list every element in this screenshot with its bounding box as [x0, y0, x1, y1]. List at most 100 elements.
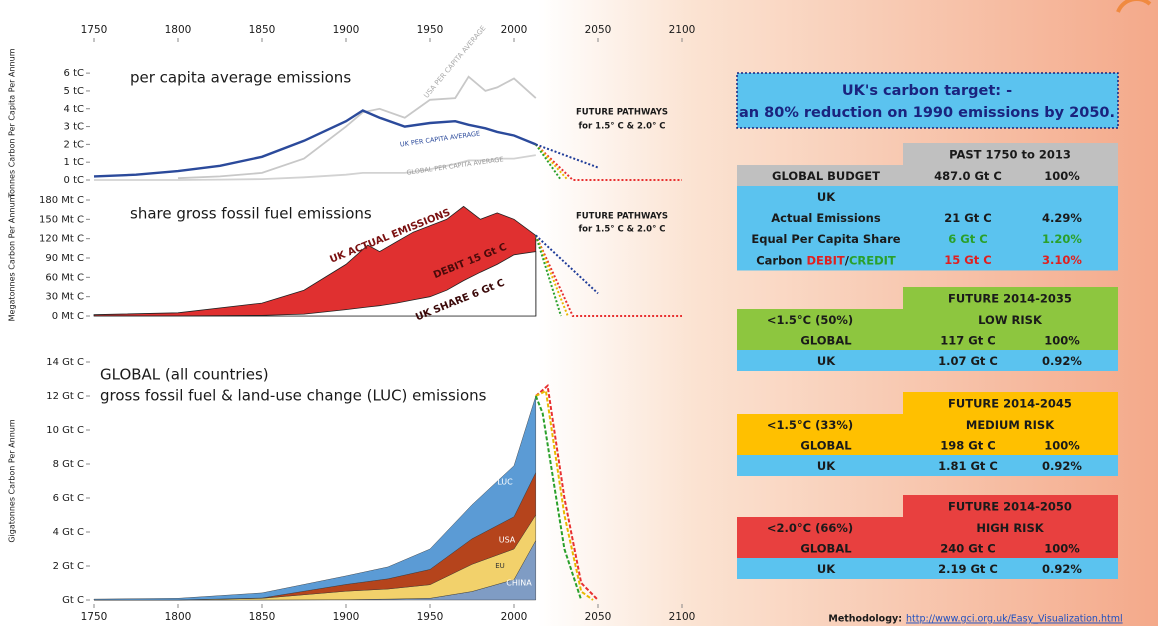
table-cell: 4.29%	[1042, 211, 1082, 225]
table-row-bg	[737, 329, 1118, 351]
table-cell: 1.20%	[1042, 232, 1082, 246]
y-tick-label: 1 tC	[64, 157, 84, 168]
x-tick-label: 1950	[417, 24, 444, 36]
annotation: for 1.5° C & 2.0° C	[578, 225, 665, 235]
pathway	[534, 395, 583, 601]
y-tick-label: 2 Gt C	[53, 561, 84, 572]
x-tick-label: 1900	[333, 611, 360, 623]
table-row-bg	[737, 350, 1118, 371]
table-row-bg	[737, 207, 1118, 229]
table-cell-part: Carbon	[756, 253, 802, 267]
series-label: LUC	[497, 478, 513, 487]
pathway	[534, 143, 562, 181]
table-row-bg	[737, 517, 1118, 538]
x-tick-label: 1850	[249, 611, 276, 623]
line	[93, 109, 537, 178]
x-tick-label: 2100	[669, 611, 696, 623]
table-cell: 2.19 Gt C	[938, 562, 998, 576]
series-label: EU	[495, 562, 505, 570]
footer-label: Methodology:	[828, 614, 902, 625]
table-cell: UK	[817, 562, 836, 576]
x-tick-label: 1950	[417, 611, 444, 623]
table-cell: 100%	[1044, 438, 1080, 452]
annotation: FUTURE PATHWAYS	[576, 108, 668, 118]
logo	[1116, 0, 1152, 13]
table-header-bg	[903, 143, 1118, 165]
table-header: FUTURE 2014-2050	[948, 500, 1072, 514]
y-tick-label: 12 Gt C	[46, 391, 84, 402]
table-row-bg	[737, 249, 1118, 271]
y-tick-label: 4 Gt C	[53, 527, 84, 538]
y-tick-label: 3 tC	[64, 122, 84, 133]
table-cell: HIGH RISK	[976, 521, 1044, 535]
table-cell: 0.92%	[1042, 562, 1082, 576]
x-tick-label: 2050	[585, 611, 612, 623]
chart-title: share gross fossil fuel emissions	[130, 205, 372, 223]
y-tick-label: 0 tC	[64, 175, 84, 186]
table-cell: Actual Emissions	[771, 211, 881, 225]
table-row-bg	[737, 228, 1118, 250]
y-tick-label: 14 Gt C	[46, 357, 84, 368]
y-axis-title: Tonnes Carbon Per Capita Per Annum	[8, 48, 17, 198]
table-row-bg	[737, 165, 1118, 187]
x-tick-label: 1750	[81, 611, 108, 623]
annotation: for 1.5° C & 2.0° C	[578, 122, 665, 132]
x-tick-label: 2000	[501, 24, 528, 36]
y-tick-label: 10 Gt C	[46, 425, 84, 436]
table-cell: 198 Gt C	[940, 438, 995, 452]
y-tick-label: 0 Mt C	[52, 311, 84, 322]
table-cell: 21 Gt C	[944, 211, 991, 225]
chart-title: per capita average emissions	[130, 69, 351, 87]
table-cell: 0.92%	[1042, 354, 1082, 368]
table-cell-part: DEBIT	[806, 253, 844, 267]
table-cell: 1.81 Gt C	[938, 459, 998, 473]
pathway	[535, 143, 682, 181]
y-tick-label: 150 Mt C	[39, 214, 84, 225]
table-cell: GLOBAL	[800, 438, 852, 452]
annotation: FUTURE PATHWAYS	[576, 212, 668, 222]
table-row-bg	[737, 309, 1118, 330]
table-cell: Carbon DEBIT/CREDIT	[756, 253, 896, 267]
table-row-bg	[737, 434, 1118, 456]
x-tick-label: 2000	[501, 611, 528, 623]
table-row-bg	[737, 186, 1118, 208]
table-cell: GLOBAL BUDGET	[772, 169, 880, 183]
pathway	[534, 234, 682, 317]
chart-subtitle: gross fossil fuel & land-use change (LUC…	[100, 387, 487, 405]
target-box	[736, 72, 1119, 129]
x-tick-label: 1800	[165, 24, 192, 36]
table-cell: GLOBAL	[800, 333, 852, 347]
table-cell: 100%	[1044, 333, 1080, 347]
pathway	[534, 235, 569, 317]
y-axis-title: Gigatonnes Carbon Per Annum	[8, 419, 17, 543]
y-axis-title: Megatonnes Carbon Per Annum	[8, 194, 17, 321]
y-tick-label: 5 tC	[64, 86, 84, 97]
table-header-bg	[903, 495, 1118, 517]
table-cell: 100%	[1044, 541, 1080, 555]
y-tick-label: 90 Mt C	[45, 253, 84, 264]
table-header-bg	[903, 287, 1118, 309]
series-label: USA	[499, 536, 516, 545]
series-label: UK PER CAPITA AVERAGE	[399, 129, 480, 148]
table-cell: Equal Per Capita Share	[751, 232, 900, 246]
y-tick-label: 8 Gt C	[53, 459, 84, 470]
table-header: PAST 1750 to 2013	[949, 148, 1071, 162]
x-tick-label: 2050	[585, 24, 612, 36]
target-line: UK's carbon target: -	[842, 83, 1012, 99]
table-cell: 1.07 Gt C	[938, 354, 998, 368]
line	[94, 154, 536, 181]
table-header-bg	[903, 392, 1118, 414]
footer-link[interactable]: http://www.gci.org.uk/Easy_Visualization…	[906, 614, 1123, 625]
table-cell: 100%	[1044, 169, 1080, 183]
table-cell: <2.0°C (66%)	[767, 521, 853, 535]
table-cell: 240 Gt C	[940, 541, 995, 555]
pathway	[535, 143, 599, 169]
table-cell: UK	[817, 190, 836, 204]
table-cell: UK	[817, 354, 836, 368]
y-tick-label: 4 tC	[64, 104, 84, 115]
table-cell-part: /	[845, 253, 850, 267]
y-tick-label: 6 tC	[64, 68, 84, 79]
table-cell: <1.5°C (50%)	[767, 313, 853, 327]
table-cell-part: CREDIT	[849, 253, 896, 267]
y-tick-label: 120 Mt C	[39, 234, 84, 245]
